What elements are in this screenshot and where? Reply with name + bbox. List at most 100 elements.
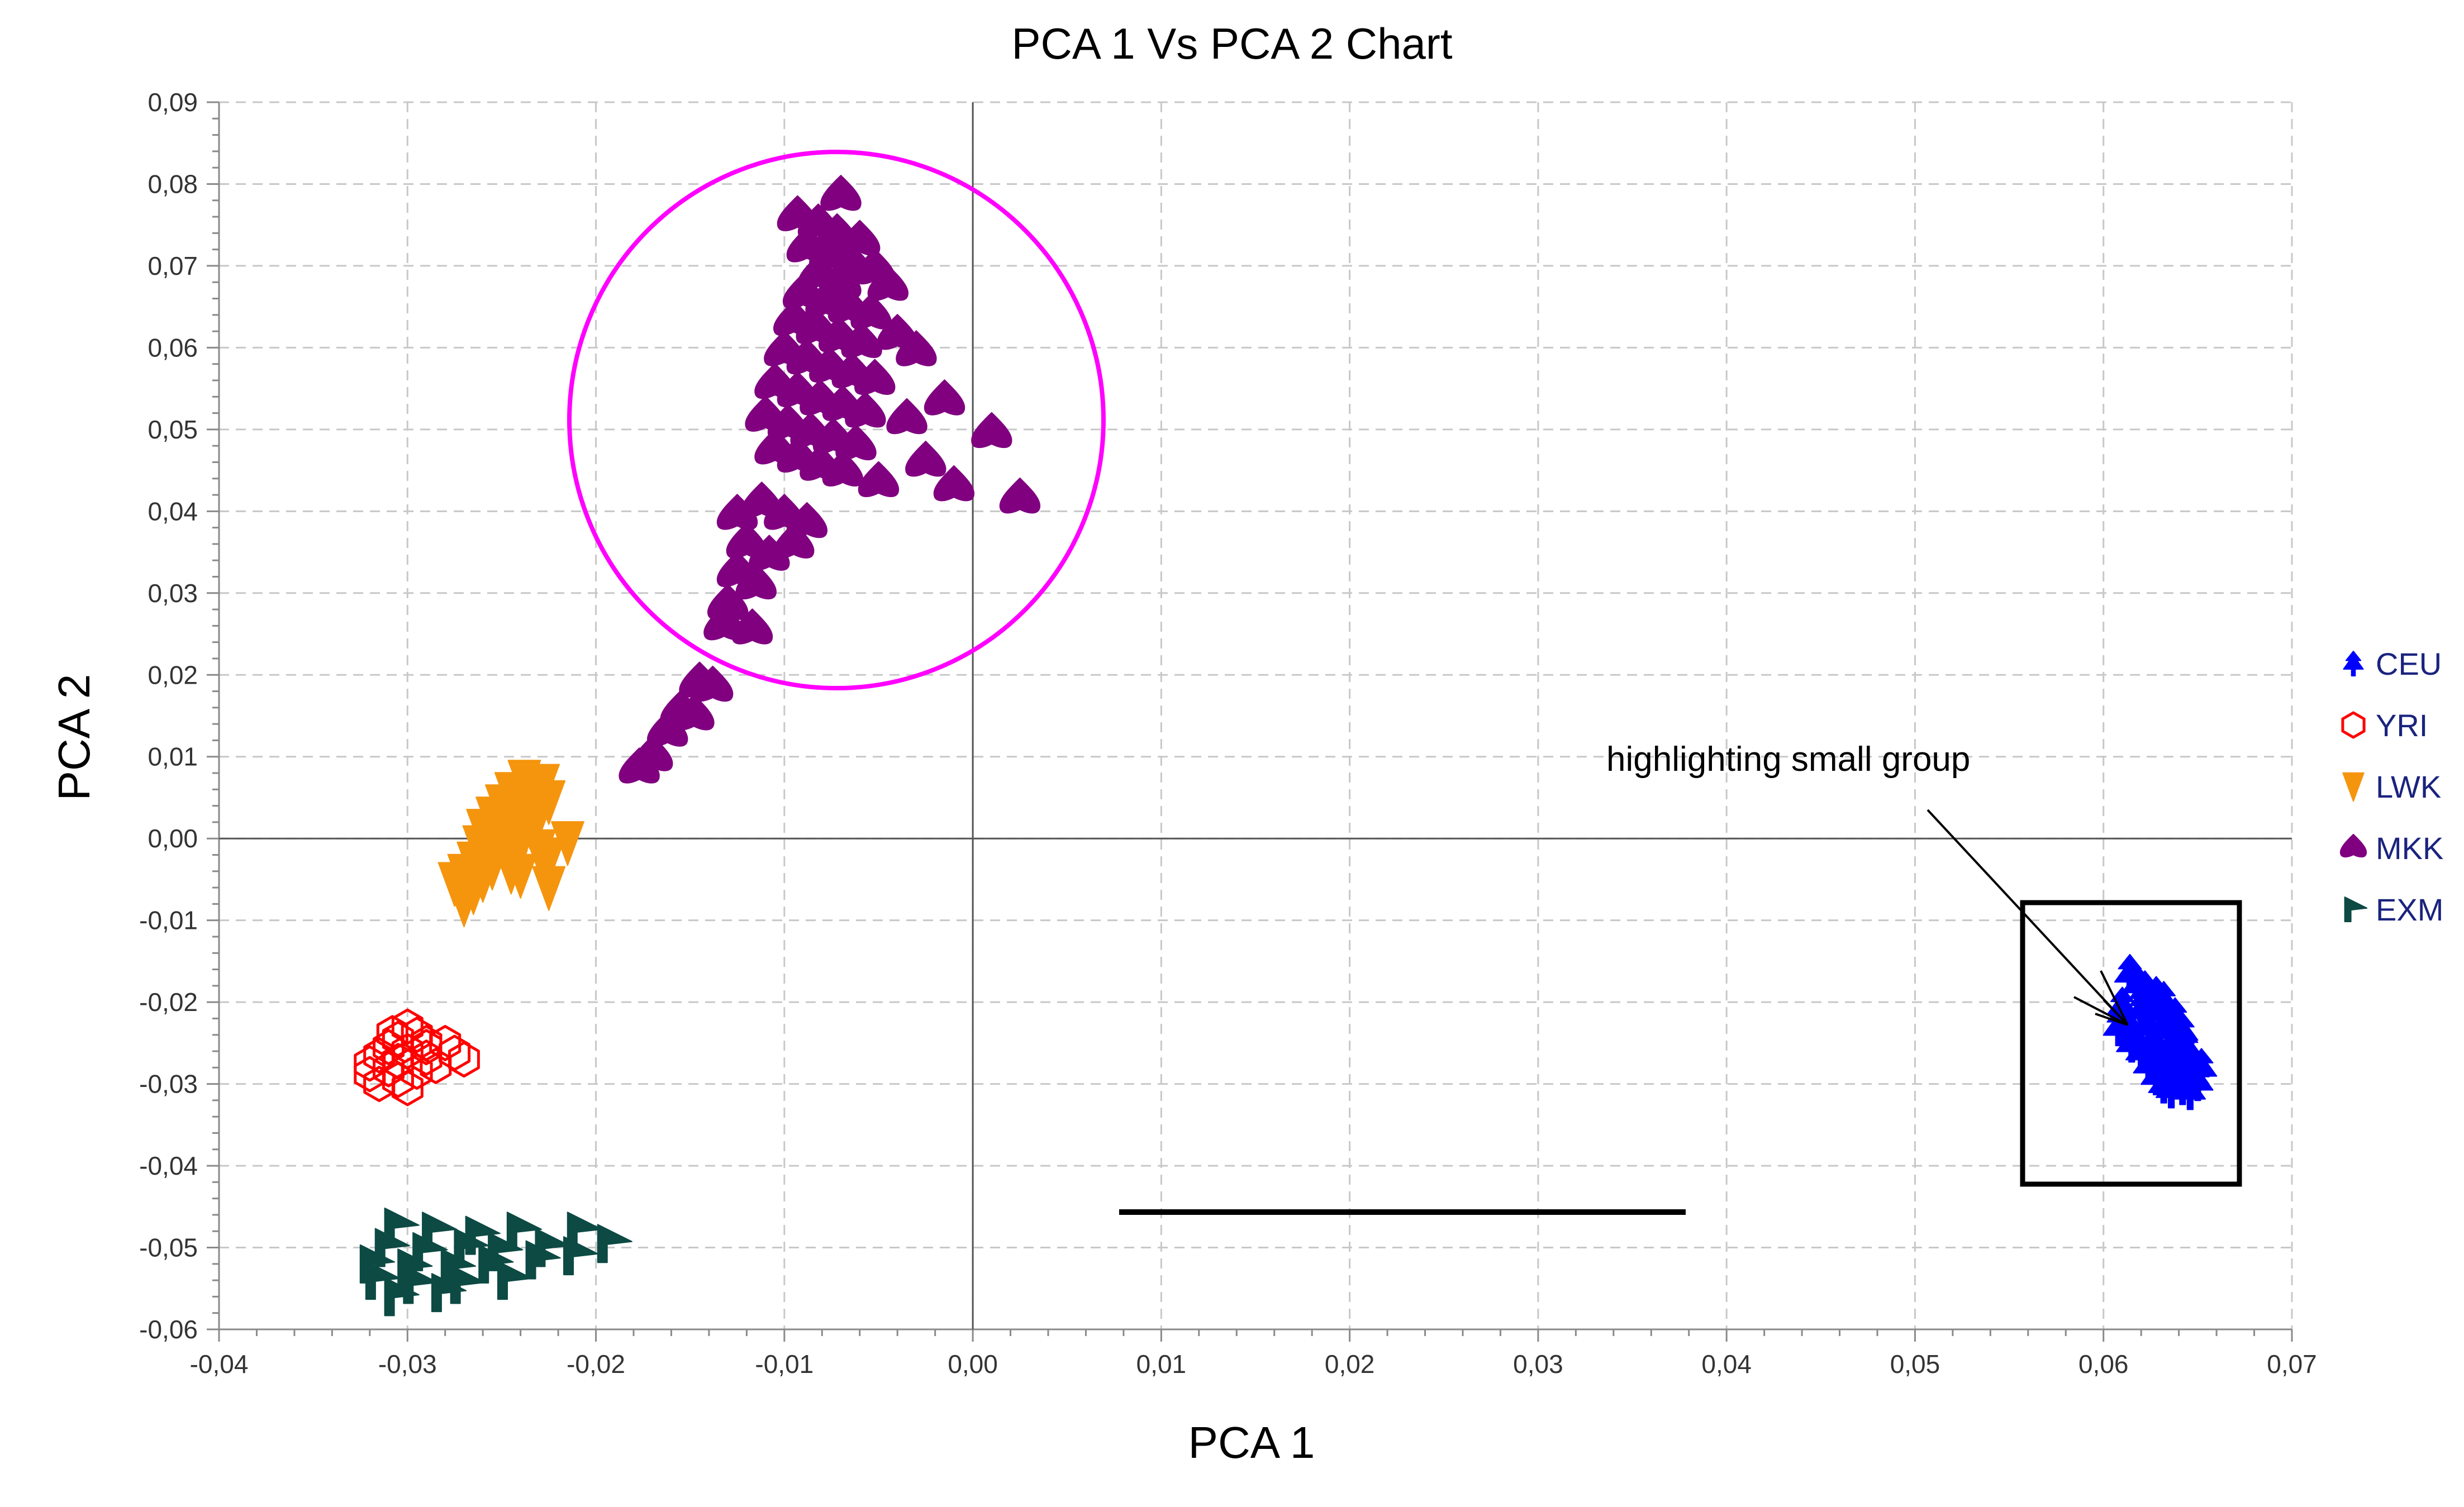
point-exm [450,1265,486,1304]
point-mkk [905,441,946,477]
series-lwk [437,760,584,928]
point-mkk [850,293,892,330]
point-lwk [503,853,537,899]
annotation-layer: highlighting small group [567,150,2242,1215]
legend-item-ceu: CEU [2343,646,2442,681]
legend-item-yri: YRI [2341,708,2428,743]
y-tick-label: -0,05 [139,1233,198,1262]
point-ceu [2174,1071,2206,1110]
legend-marker-ceu [2343,651,2364,676]
point-mkk [867,265,909,301]
x-tick-label: 0,07 [2267,1349,2317,1379]
legend: CEU YRI LWK MKK EXM [2339,646,2443,927]
highlight-circle [567,150,1106,690]
point-mkk [999,477,1041,514]
legend-label-mkk: MKK [2376,831,2443,866]
point-mkk [858,461,900,497]
x-tick-label: -0,03 [378,1349,437,1379]
point-ceu [2163,1015,2195,1055]
grid-layer [218,101,2293,1330]
legend-label-ceu: CEU [2376,646,2442,681]
point-yri [354,1056,386,1093]
point-mkk [647,710,688,747]
y-tick-label: 0,07 [148,251,198,280]
x-tick-label: 0,01 [1136,1349,1187,1379]
series-exm [359,1207,632,1317]
point-mkk [735,563,777,600]
x-axis-title: PCA 1 [1188,1418,1315,1467]
point-mkk [886,398,927,435]
point-exm [497,1261,533,1300]
series-mkk [619,175,1041,784]
point-lwk [522,829,556,874]
point-mkk [820,175,862,211]
point-mkk [673,694,715,731]
x-tick-label: 0,03 [1513,1349,1563,1379]
y-tick-label: 0,02 [148,660,198,689]
point-mkk [835,424,877,461]
y-tick-label: 0,06 [148,333,198,362]
point-mkk [841,322,882,358]
y-tick-label: 0,08 [148,169,198,198]
y-tick-label: 0,04 [148,497,198,526]
point-yri [382,1020,414,1057]
point-exm [597,1224,632,1263]
x-tick-label: -0,01 [755,1349,814,1379]
legend-marker-lwk [2342,772,2365,802]
y-tick-label: -0,04 [139,1151,198,1180]
x-tick-label: 0,05 [1890,1349,1940,1379]
point-ceu [2155,1069,2187,1109]
point-yri [410,1029,443,1066]
point-mkk [731,608,773,645]
x-tick-label: 0,06 [2078,1349,2129,1379]
legend-marker-mkk [2339,833,2367,858]
point-mkk [822,450,864,487]
arrow-tail-mark [2073,996,2128,1026]
y-tick-label: 0,05 [148,415,198,444]
point-mkk [692,665,734,702]
legend-label-exm: EXM [2376,892,2443,927]
series-yri [354,1008,480,1107]
y-tick-label: -0,01 [139,906,198,935]
y-tick-label: 0,09 [148,88,198,117]
point-mkk [933,465,975,502]
x-tick-label: 0,00 [948,1349,998,1379]
y-axis-title: PCA 2 [49,674,99,801]
point-mkk [971,412,1012,449]
series-ceu [2103,953,2218,1110]
point-exm [365,1261,401,1300]
legend-item-exm: EXM [2344,892,2443,927]
y-tick-label: -0,02 [139,988,198,1017]
point-yri [382,1061,414,1098]
point-lwk [447,882,481,928]
point-yri [448,1041,480,1078]
point-mkk [896,330,937,366]
point-ceu [2116,1023,2148,1063]
highlight-box [2020,900,2242,1187]
y-tick-label: 0,01 [148,742,198,771]
point-mkk [773,522,815,559]
annotation-text: highlighting small group [1606,740,1970,779]
point-yri [429,1024,462,1061]
legend-item-mkk: MKK [2339,831,2443,866]
x-tick-label: 0,02 [1325,1349,1375,1379]
x-tick-label: -0,02 [567,1349,625,1379]
point-exm [563,1236,599,1276]
legend-label-yri: YRI [2376,708,2428,743]
y-tick-label: -0,06 [139,1315,198,1344]
point-yri [391,1070,424,1107]
point-mkk [845,392,886,428]
legend-label-lwk: LWK [2376,769,2441,804]
y-tick-label: 0,00 [148,824,198,853]
y-tick-label: 0,03 [148,579,198,608]
x-tick-label: 0,04 [1701,1349,1752,1379]
arrow-tail-mark [2100,970,2129,1026]
legend-marker-exm [2344,896,2368,922]
legend-item-lwk: LWK [2342,769,2441,804]
point-yri [363,1066,396,1103]
chart-title: PCA 1 Vs PCA 2 Chart [1011,19,1452,68]
point-lwk [532,866,566,911]
point-ceu [2185,1048,2218,1088]
